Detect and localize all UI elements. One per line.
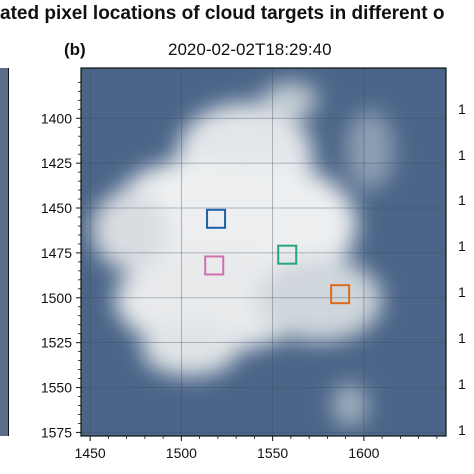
y-tick-label: 1400 — [41, 110, 72, 126]
right-tick-label: 1 — [458, 101, 466, 117]
cloud-target-marker — [206, 208, 227, 229]
right-tick-label: 1 — [458, 147, 466, 163]
x-axis: 1450 1500 1550 1600 — [75, 436, 438, 461]
plot-frame — [80, 67, 447, 437]
y-tick-label: 1500 — [41, 290, 72, 306]
y-tick-label: 1550 — [41, 380, 72, 396]
y-tick-label: 1425 — [41, 155, 72, 171]
right-tick-label: 1 — [458, 284, 466, 300]
y-tick-label: 1450 — [41, 200, 72, 216]
cloud-target-markers — [204, 208, 351, 305]
right-tick-label: 1 — [458, 238, 466, 254]
x-tick-label: 1600 — [348, 445, 379, 461]
cloud-image — [92, 82, 394, 427]
grid-lines — [81, 68, 446, 436]
y-tick-label: 1575 — [41, 424, 72, 440]
right-tick-label: 1 — [458, 376, 466, 392]
plot-area: 1450 1500 1550 1600 1400 1425 1450 1475 1500 152… — [41, 67, 447, 461]
right-tick-label: 1 — [458, 192, 466, 208]
x-tick-label: 1550 — [257, 445, 288, 461]
figure-title: ated pixel locations of cloud targets in… — [0, 3, 445, 24]
left-panel-edge — [0, 68, 9, 436]
x-tick-label: 1450 — [75, 445, 106, 461]
cloud-target-marker — [330, 284, 351, 305]
right-panel-tick-labels: 1 1 1 1 1 1 1 1 — [458, 68, 474, 438]
panel-timestamp: 2020-02-02T18:29:40 — [168, 40, 332, 59]
y-axis: 1400 1425 1450 1475 1500 1525 1550 1575 — [41, 81, 81, 440]
right-tick-label: 1 — [458, 330, 466, 346]
panel-label: (b) — [64, 40, 86, 59]
cloud-target-marker — [277, 244, 298, 265]
x-tick-label: 1500 — [166, 445, 197, 461]
right-tick-label: 1 — [458, 422, 466, 438]
y-tick-label: 1475 — [41, 245, 72, 261]
y-tick-label: 1525 — [41, 335, 72, 351]
cloud-target-marker — [204, 255, 225, 276]
